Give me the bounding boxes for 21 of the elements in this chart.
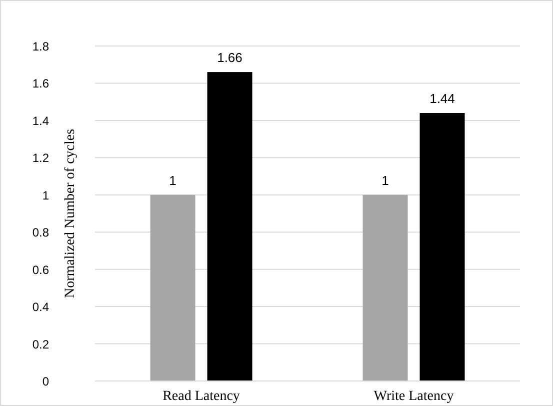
bar [150, 194, 196, 381]
y-tick-label: 1.8 [32, 40, 50, 54]
y-tick-label: 0 [42, 374, 50, 388]
y-tick-label: 0.6 [32, 262, 50, 277]
y-tick-label: 0.4 [32, 300, 50, 314]
y-tick-label: 1.4 [32, 114, 50, 128]
data-label: 1.44 [430, 91, 455, 106]
bar [207, 72, 252, 381]
y-axis-title: Normalized Number of cycles [63, 128, 78, 298]
y-tick-label: 1.2 [32, 151, 50, 166]
data-label: 1 [169, 172, 176, 188]
y-tick-label: 0.8 [32, 226, 50, 240]
bar [420, 113, 465, 381]
data-label: 1 [382, 172, 389, 188]
x-tick-label: Write Latency [374, 389, 454, 404]
y-tick-label: 0.2 [32, 337, 50, 352]
y-tick-label: 1.6 [32, 76, 50, 91]
bar [362, 194, 408, 381]
x-tick-label: Read Latency [162, 389, 240, 404]
data-label: 1.66 [217, 50, 242, 66]
y-tick-label: 1 [42, 188, 50, 202]
